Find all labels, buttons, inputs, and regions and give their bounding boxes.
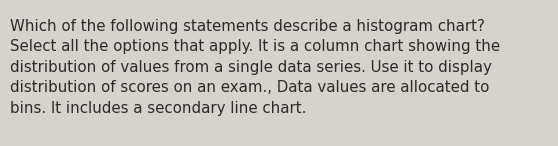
Text: Which of the following statements describe a histogram chart?
Select all the opt: Which of the following statements descri…: [10, 19, 500, 116]
